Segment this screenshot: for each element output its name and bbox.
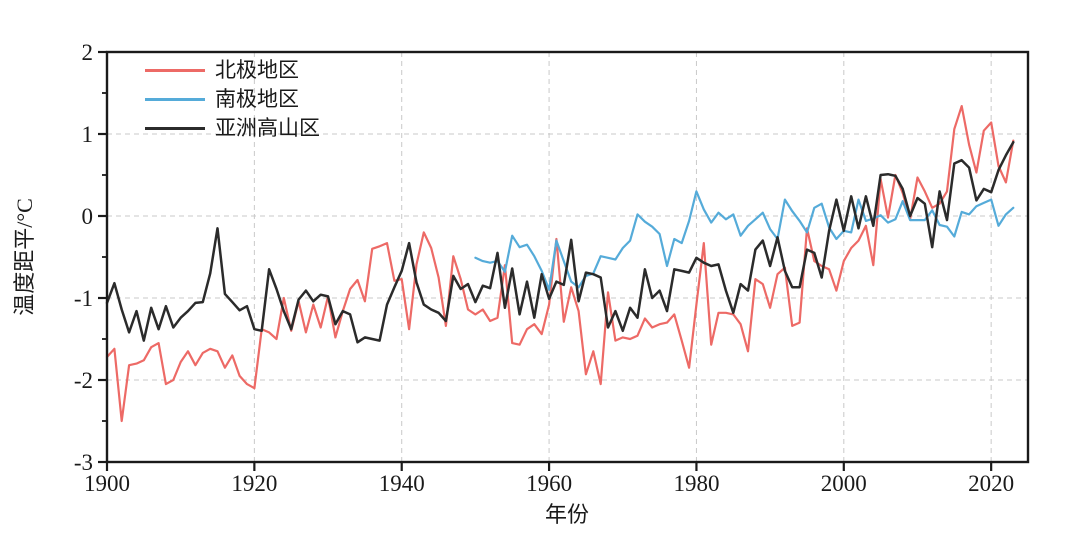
- y-tick-label: -2: [74, 368, 93, 393]
- legend-swatch-antarctic: [145, 98, 205, 101]
- plot-border: [105, 50, 1030, 464]
- y-tick-label: 0: [82, 204, 94, 229]
- x-tick-label: 1940: [379, 471, 425, 496]
- y-tick-label: -3: [74, 450, 93, 475]
- x-tick-label: 1920: [231, 471, 277, 496]
- legend: 北极地区 南极地区 亚洲高山区: [145, 56, 320, 143]
- tick-labels: 1900 1920 1940 1960 1980 2000 2020 -3 -2 -1 0 1 2: [74, 40, 1014, 496]
- series-line-antarctic: [474, 190, 1015, 291]
- y-tick-label: 2: [82, 40, 94, 65]
- legend-label-asian-highlands: 亚洲高山区: [215, 116, 320, 140]
- axis-ticks: [98, 50, 993, 471]
- legend-label-antarctic: 南极地区: [215, 87, 299, 111]
- legend-label-arctic: 北极地区: [215, 58, 299, 82]
- x-tick-label: 2020: [968, 471, 1014, 496]
- legend-item-asian-highlands: 亚洲高山区: [145, 114, 320, 143]
- x-axis-label: 年份: [545, 502, 589, 527]
- legend-swatch-arctic: [145, 69, 205, 72]
- x-tick-label: 2000: [821, 471, 867, 496]
- y-axis-label: 温度距平/°C: [12, 198, 37, 316]
- series-line-arctic: [105, 104, 1015, 423]
- x-tick-label: 1960: [526, 471, 572, 496]
- y-tick-label: 1: [82, 122, 94, 147]
- x-tick-label: 1980: [673, 471, 719, 496]
- series-lines: [105, 104, 1015, 423]
- legend-item-antarctic: 南极地区: [145, 85, 320, 114]
- y-tick-label: -1: [74, 286, 93, 311]
- series-line-asian-highlands: [105, 140, 1015, 344]
- legend-item-arctic: 北极地区: [145, 56, 320, 85]
- x-tick-label: 1900: [84, 471, 130, 496]
- legend-swatch-asian-highlands: [145, 127, 205, 130]
